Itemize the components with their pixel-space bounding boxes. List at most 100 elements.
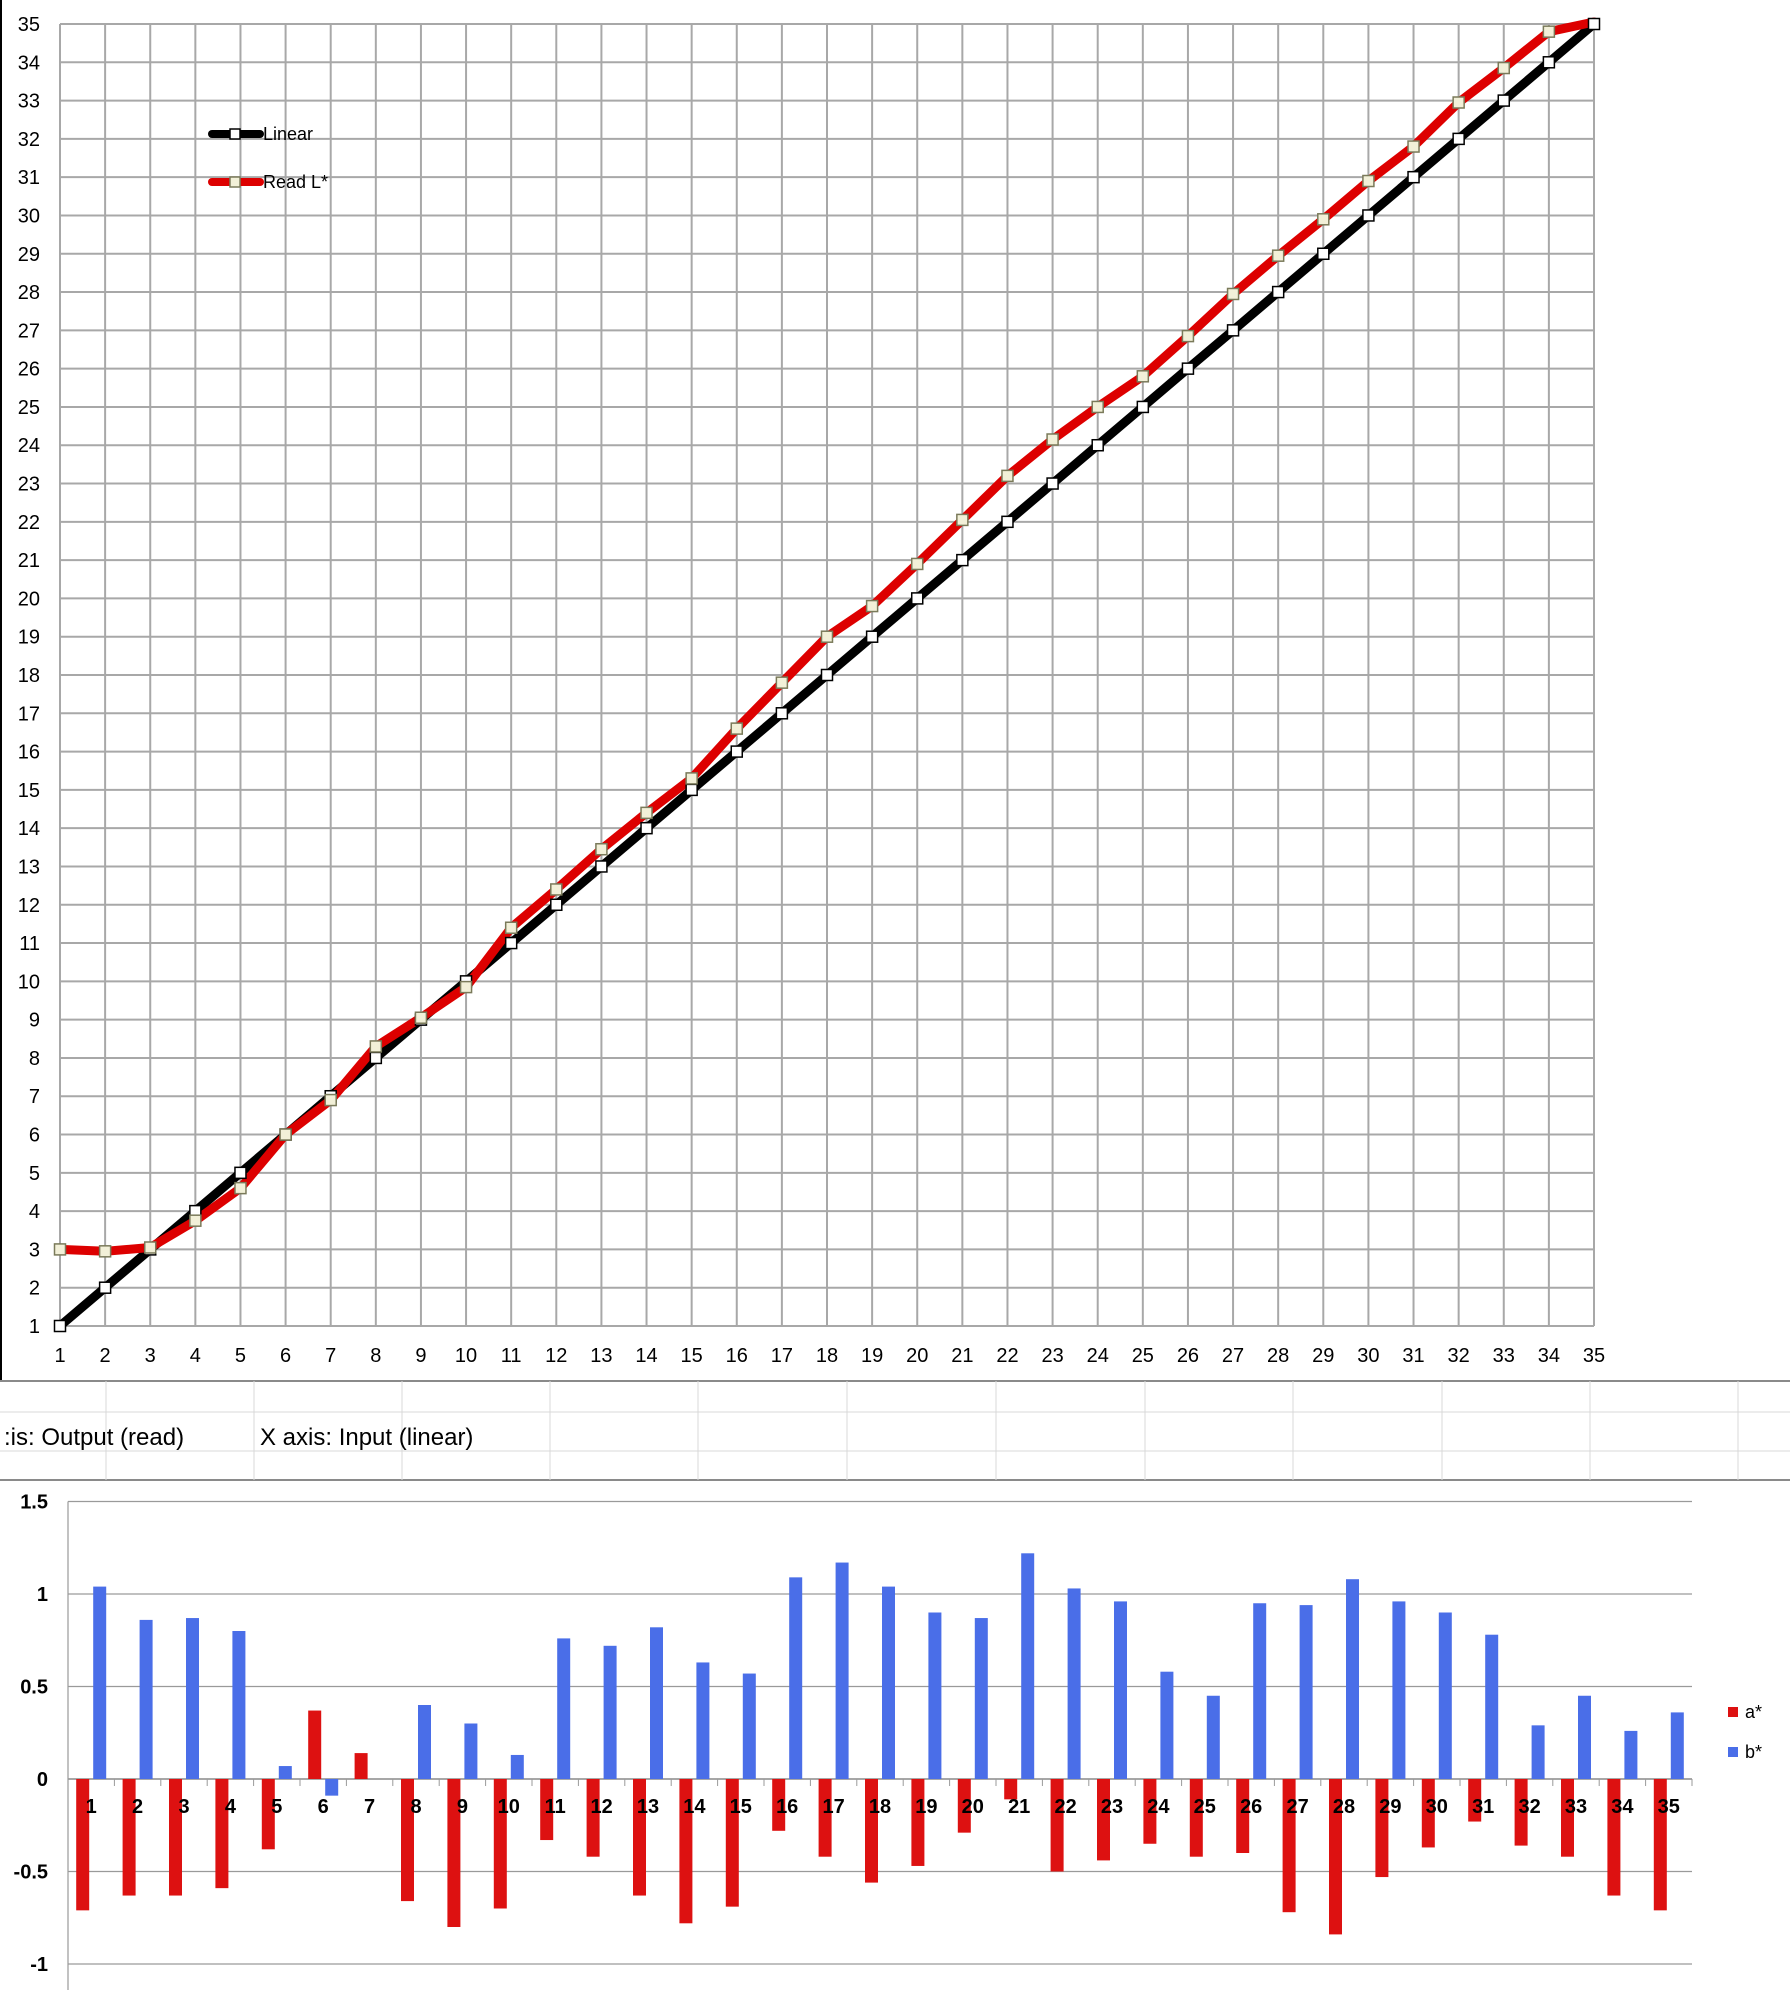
category-label: 26 [1240,1796,1262,1818]
category-label: 23 [1101,1796,1123,1818]
data-point [550,898,563,912]
bar-b-22 [1067,1588,1081,1779]
cell-x-axis-label[interactable]: X axis: Input (linear) [260,1424,473,1451]
y-tick-label: 13 [18,856,40,878]
x-tick-label: 27 [1222,1345,1244,1367]
bar-b-6 [325,1779,339,1796]
category-label: 8 [410,1796,421,1818]
bar-chart-y-tick-labels: 1.5 1 0.5 0 -0.5 -1 [14,1492,48,1977]
bar-a-9 [447,1779,461,1927]
bar-chart: 1.510.50-0.5-1 1 2 3 4 5 6 7 8 9 10 11 12 13 14 15 16 17… [14,1492,1762,1990]
data-point [369,1040,383,1053]
bar-a-10 [493,1779,507,1909]
category-label: 3 [178,1796,189,1818]
x-tick-label: 26 [1177,1345,1199,1367]
data-point [504,936,518,950]
y-tick-label: 11 [19,933,40,955]
bar-chart-gridlines [67,1500,1693,1990]
legend-label: Linear [263,124,313,144]
category-label: 9 [457,1796,468,1818]
bar-a-30 [1421,1779,1435,1848]
bar-a-20 [957,1779,971,1833]
bar-chart-legend: a* b* [1728,1702,1762,1762]
line-chart-gridlines [0,0,1595,1380]
data-point [1271,249,1285,262]
category-label: 15 [730,1796,752,1818]
data-point [98,1281,112,1294]
bar-b-26 [1253,1603,1267,1779]
data-point [189,1214,202,1227]
x-tick-label: 25 [1132,1345,1154,1367]
bar-a-12 [586,1779,600,1857]
data-point [1362,209,1375,222]
x-tick-label: 34 [1538,1345,1560,1367]
y-tick-label: 14 [18,818,40,840]
bar-b-27 [1299,1605,1313,1779]
bar-chart-bars [76,1553,1684,1935]
y-tick-label: 19 [18,627,40,649]
y-tick-label: -0.5 [14,1862,48,1884]
y-tick-label: 25 [18,397,40,419]
bar-b-13 [650,1627,663,1779]
category-label: 25 [1194,1796,1216,1818]
y-tick-label: 21 [18,550,40,572]
x-tick-label: 16 [726,1345,748,1367]
y-tick-label: 24 [18,435,40,457]
data-point [1226,287,1240,301]
y-tick-label: 8 [29,1048,40,1070]
category-label: 32 [1518,1796,1540,1818]
bar-a-7 [354,1753,368,1779]
bar-a-26 [1236,1779,1250,1853]
data-point [640,806,653,820]
data-point [1001,469,1014,483]
y-tick-label: 10 [18,971,40,993]
category-label: 13 [637,1796,659,1818]
bar-b-20 [974,1618,988,1779]
bar-a-14 [679,1779,693,1924]
x-tick-label: 14 [635,1345,657,1367]
category-label: 7 [364,1796,375,1818]
bar-a-8 [401,1779,414,1902]
bar-a-27 [1282,1779,1296,1913]
category-label: 31 [1472,1796,1494,1818]
bar-b-30 [1438,1612,1452,1779]
x-tick-label: 19 [861,1345,883,1367]
bar-a-15 [725,1779,739,1907]
data-point [820,668,834,682]
bar-a-6 [308,1710,322,1779]
y-tick-label: 27 [18,320,40,342]
data-point [730,745,744,758]
bar-a-1 [76,1779,90,1911]
bar-b-1 [93,1586,107,1779]
bar-b-29 [1392,1601,1406,1779]
category-label: 21 [1008,1796,1030,1818]
data-point [1317,247,1330,261]
data-point [1452,132,1465,146]
line-chart: 1234567891011121314151617181920212223242… [0,0,1605,1380]
category-label: 24 [1147,1796,1170,1818]
bar-b-35 [1670,1712,1684,1779]
bar-b-23 [1114,1601,1127,1779]
data-point [1542,25,1556,38]
data-point [234,1166,247,1180]
bar-a-28 [1329,1779,1342,1935]
x-tick-label: 32 [1448,1345,1470,1367]
legend-label: Read L* [263,172,328,192]
x-tick-label: 11 [501,1345,522,1367]
data-point [640,821,653,835]
data-point [910,557,924,571]
y-tick-label: 16 [18,742,40,764]
bar-a-23 [1097,1779,1110,1861]
bar-a-16 [772,1779,786,1831]
bar-a-18 [865,1779,878,1883]
y-tick-label: 18 [18,665,40,687]
bar-a-35 [1653,1779,1667,1911]
cell-y-axis-label[interactable]: :is: Output (read) [4,1424,184,1451]
y-tick-label: 15 [18,780,40,802]
bar-a-33 [1561,1779,1574,1857]
x-tick-label: 28 [1267,1345,1289,1367]
line-chart-series [53,17,1601,1333]
legend-swatch [1728,1747,1738,1757]
data-point [685,783,698,797]
